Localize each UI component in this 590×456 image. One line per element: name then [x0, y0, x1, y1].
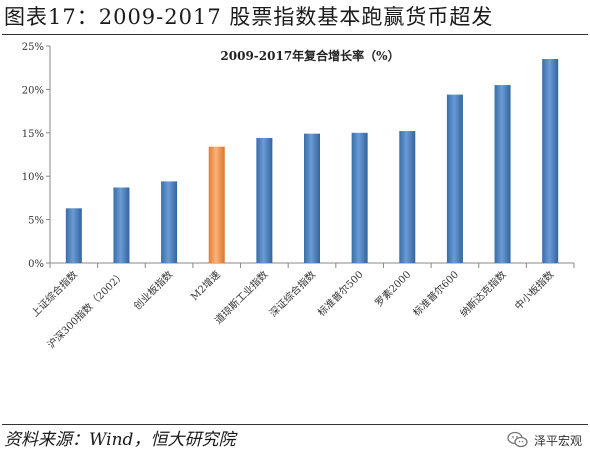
bar [256, 138, 273, 263]
x-tick-label: 沪深300指数（2002） [44, 268, 127, 351]
x-tick-label: 创业板指数 [131, 268, 176, 313]
x-tick-label: M2增速 [188, 268, 223, 303]
x-axis [49, 262, 575, 268]
x-tick-label: 上证综合指数 [28, 268, 80, 320]
x-tick-label: 深证综合指数 [267, 268, 319, 320]
y-axis: 0% 5% 10% 15% 20% 25% [22, 42, 51, 270]
figure-title: 图表17：2009-2017 股票指数基本跑赢货币超发 [4, 5, 494, 29]
bar [542, 59, 559, 263]
bars [65, 59, 559, 263]
chart-title: 2009-2017年复合增长率（%） [220, 48, 399, 63]
y-tick-label: 20% [22, 85, 44, 96]
x-tick-label: 中小板指数 [512, 268, 557, 313]
bar [351, 132, 368, 263]
bar [113, 187, 130, 263]
y-tick-label: 0% [28, 259, 44, 270]
bar-chart: 2009-2017年复合增长率（%） 0% 5% 10% 15% 20% 25% 上证综合… [22, 42, 575, 351]
x-tick-label: 标准普尔500 [315, 268, 366, 319]
y-tick-label: 10% [22, 172, 44, 183]
bar [446, 94, 463, 263]
y-tick-label: 25% [22, 42, 44, 53]
y-tick-label: 5% [28, 216, 44, 227]
top-rule [2, 34, 588, 35]
bottom-rule [2, 424, 588, 425]
x-tick-label: 纳斯达克指数 [457, 268, 509, 320]
x-tick-label: 罗素2000 [372, 268, 413, 309]
source-note: 资料来源：Wind，恒大研究院 [4, 430, 236, 450]
wechat-icon [507, 431, 528, 448]
y-tick-label: 15% [22, 129, 44, 140]
brand-watermark: 泽平宏观 [507, 428, 582, 452]
brand-label: 泽平宏观 [533, 433, 582, 448]
bar [304, 133, 320, 263]
bar [494, 85, 511, 263]
x-tick-label: 标准普尔600 [410, 268, 461, 319]
bar-highlight [208, 146, 225, 263]
bar [161, 181, 178, 263]
bar [399, 131, 416, 263]
bar [65, 208, 82, 263]
